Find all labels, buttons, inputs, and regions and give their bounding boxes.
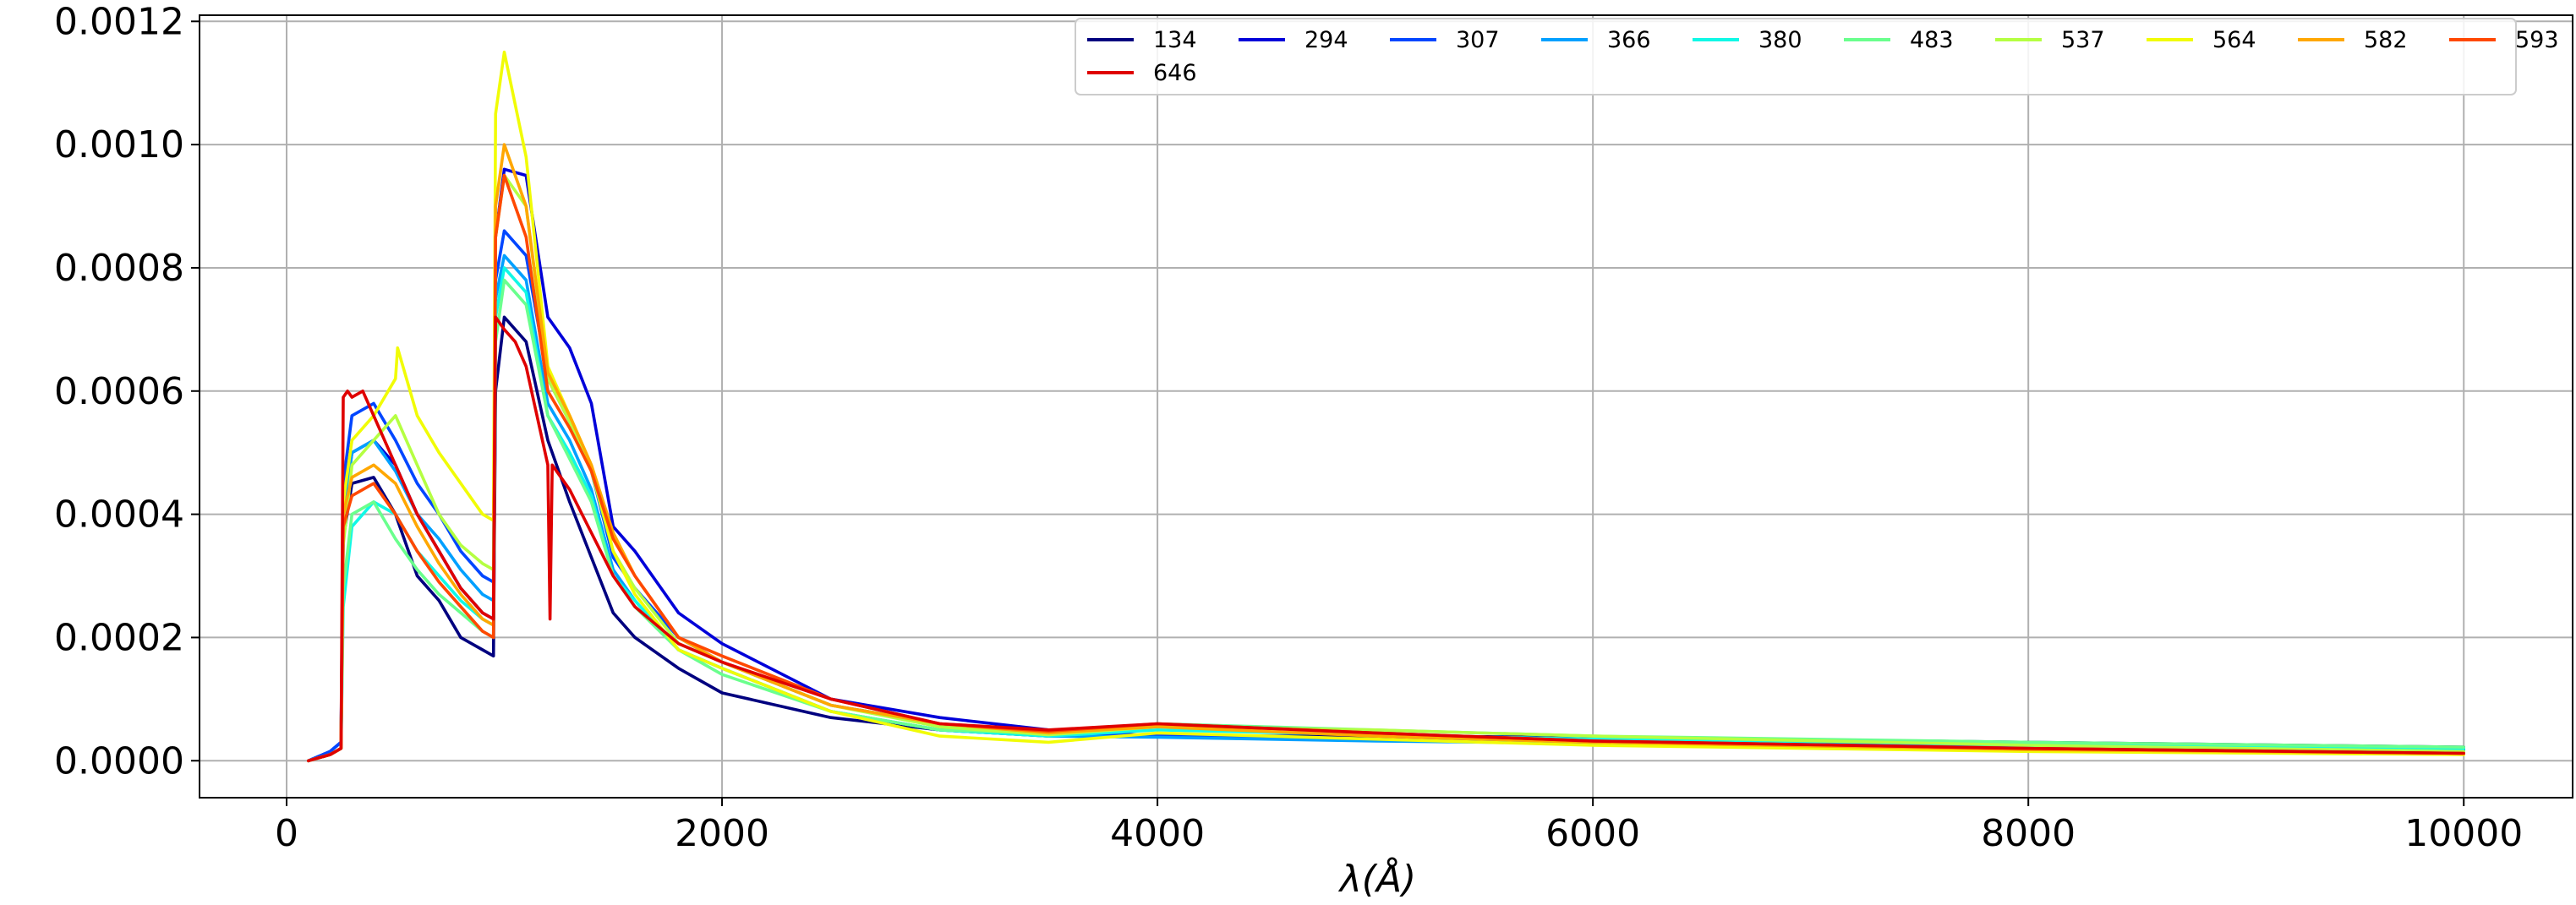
- x-axis: 0 2000 4000 6000 8000 10000: [275, 798, 2523, 855]
- x-tick-label: 8000: [1981, 812, 2076, 855]
- series-line-646: [307, 315, 2465, 763]
- x-tick-label: 2000: [675, 812, 769, 855]
- x-tick-label: 0: [275, 812, 298, 855]
- legend-label-582: 582: [2364, 27, 2408, 53]
- y-tick-label: 0.0004: [54, 493, 184, 537]
- plot-frame: [199, 14, 2573, 799]
- y-tick-label: 0.0006: [54, 370, 184, 413]
- legend-label-537: 537: [2061, 27, 2105, 53]
- series-group: [307, 50, 2465, 763]
- y-tick-label: 0.0012: [54, 0, 184, 43]
- legend: 134 294 307 366 380 483 537 564 582 593 646: [1075, 18, 2559, 95]
- y-tick-label: 0.0010: [54, 123, 184, 166]
- legend-label-380: 380: [1758, 27, 1802, 53]
- y-tick-label: 0.0000: [54, 739, 184, 782]
- x-tick-label: 10000: [2404, 812, 2523, 855]
- legend-label-564: 564: [2212, 27, 2256, 53]
- legend-label-646: 646: [1153, 60, 1197, 86]
- legend-label-593: 593: [2515, 27, 2559, 53]
- x-tick-label: 6000: [1545, 812, 1640, 855]
- series-line-582: [307, 143, 2465, 763]
- x-tick-label: 4000: [1110, 812, 1205, 855]
- legend-label-366: 366: [1607, 27, 1651, 53]
- y-axis: 0.0000 0.0002 0.0004 0.0006 0.0008 0.0010 0.00…: [54, 0, 200, 782]
- y-tick-label: 0.0002: [54, 616, 184, 659]
- legend-label-134: 134: [1153, 27, 1197, 53]
- y-tick-label: 0.0008: [54, 247, 184, 290]
- legend-label-483: 483: [1910, 27, 1954, 53]
- legend-box: [1075, 18, 2517, 95]
- legend-label-294: 294: [1304, 27, 1348, 53]
- legend-label-307: 307: [1456, 27, 1500, 53]
- x-axis-title: λ(Å): [1338, 856, 1416, 901]
